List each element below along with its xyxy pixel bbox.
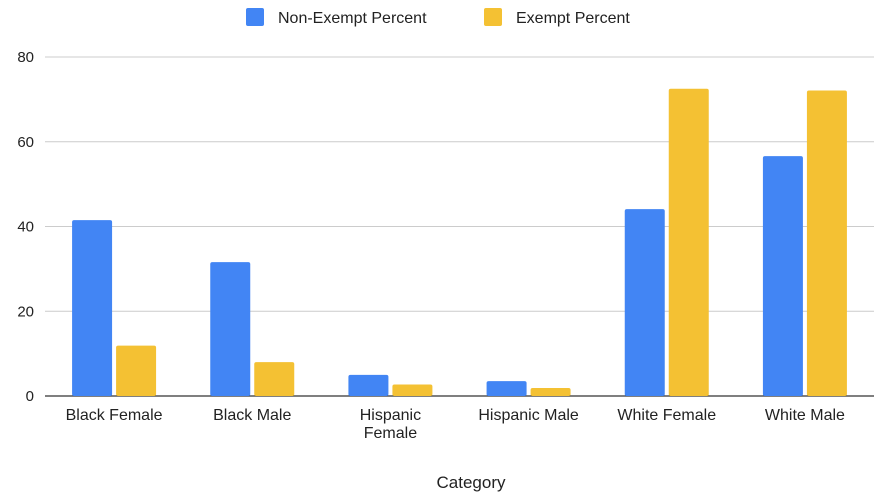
x-category-label: Hispanic Female: [360, 407, 421, 442]
legend-label-exempt: Exempt Percent: [516, 10, 630, 27]
y-tick-label: 40: [17, 219, 34, 236]
x-axis-category-labels: Black Female Black Male Hispanic FemaleHisp…: [66, 407, 845, 442]
bar-exempt: [254, 362, 295, 396]
bar-non-exempt: [762, 156, 803, 396]
legend-swatch-non-exempt: [246, 8, 264, 26]
x-category-label: Black Male: [213, 407, 291, 424]
legend: Non-Exempt Percent Exempt Percent: [246, 8, 630, 27]
y-tick-label: 20: [17, 303, 34, 320]
bar-non-exempt: [348, 374, 389, 396]
legend-label-non-exempt: Non-Exempt Percent: [278, 10, 427, 27]
bar-exempt: [668, 88, 709, 396]
x-axis-title: Category: [437, 473, 506, 492]
y-tick-label: 0: [26, 388, 34, 405]
x-category-label-line: Female: [364, 425, 417, 442]
x-category-label-line: Black Female: [66, 407, 163, 424]
x-category-label-line: Hispanic Male: [478, 407, 579, 424]
bar-exempt: [392, 384, 433, 396]
y-tick-label: 60: [17, 134, 34, 151]
x-category-label-line: Black Male: [213, 407, 291, 424]
y-axis-tick-labels: 0 20 40 60 80: [17, 49, 34, 405]
gridlines: [45, 56, 874, 397]
x-category-label-line: White Female: [617, 407, 716, 424]
bar-non-exempt: [486, 381, 527, 396]
legend-swatch-exempt: [484, 8, 502, 26]
x-category-label-line: Hispanic: [360, 407, 421, 424]
bar-exempt: [116, 345, 157, 396]
x-category-label: Hispanic Male: [478, 407, 579, 424]
bar-exempt: [806, 90, 847, 396]
bar-exempt: [530, 387, 571, 396]
bar-non-exempt: [72, 220, 113, 396]
x-category-label: White Female: [617, 407, 716, 424]
bar-non-exempt: [210, 262, 251, 396]
x-category-label-line: White Male: [765, 407, 845, 424]
bar-non-exempt: [624, 209, 665, 396]
x-category-label: Black Female: [66, 407, 163, 424]
x-category-label: White Male: [765, 407, 845, 424]
bars: [72, 88, 847, 396]
y-tick-label: 80: [17, 49, 34, 66]
